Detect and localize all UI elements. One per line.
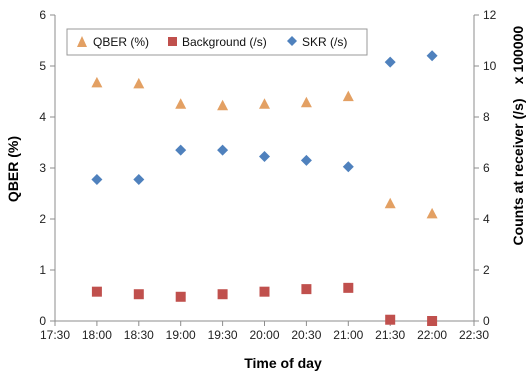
skr-point [342, 161, 354, 173]
legend-label-skr: SKR (/s) [302, 35, 347, 49]
qber-point [217, 99, 229, 111]
x-axis-title: Time of day [244, 355, 322, 371]
qber-point [133, 77, 145, 89]
x-tick-label: 20:00 [249, 328, 279, 342]
qber-point [384, 197, 396, 209]
x-tick-label: 17:30 [40, 328, 70, 342]
background-point [301, 284, 312, 295]
qber-point [300, 96, 312, 108]
background-point [259, 286, 270, 297]
qber-point [259, 98, 270, 109]
y-axis-right-title: Counts at receiver (/s) [510, 98, 526, 245]
qber-point [342, 90, 354, 102]
x-tick-label: 18:00 [82, 328, 112, 342]
y-axis-left-title: QBER (%) [5, 136, 21, 202]
y-left-tick-label: 2 [39, 212, 46, 226]
qber-point [426, 207, 438, 219]
background-point [385, 314, 396, 325]
y-right-tick-label: 12 [483, 8, 497, 22]
legend-label-background: Background (/s) [182, 35, 267, 49]
y-right-tick-label: 4 [483, 212, 490, 226]
legend-label-qber: QBER (%) [93, 35, 149, 49]
y-right-tick-label: 6 [483, 161, 490, 175]
skr-point [384, 56, 396, 68]
skr-point [426, 50, 438, 62]
skr-point [300, 154, 312, 166]
legend-marker-background-square [168, 37, 177, 46]
x-tick-label: 22:30 [459, 328, 489, 342]
y-left-tick-label: 1 [39, 263, 46, 277]
x-tick-label: 19:30 [208, 328, 238, 342]
y-left-tick-label: 6 [39, 8, 46, 22]
x-tick-label: 19:00 [166, 328, 196, 342]
y-right-tick-label: 8 [483, 110, 490, 124]
x-tick-label: 20:30 [291, 328, 321, 342]
skr-point [259, 151, 270, 163]
legend-box [66, 28, 368, 56]
skr-point [175, 144, 187, 156]
axes: 17:30 18:00 18:30 19:00 19:30 20:00 20:30 21:00… [39, 8, 496, 342]
legend-marker-skr-diamond [287, 36, 297, 46]
background-point [217, 289, 228, 300]
y-left-tick-label: 3 [39, 161, 46, 175]
qber-point [91, 76, 103, 88]
background-point [133, 289, 144, 300]
background-point [427, 316, 438, 326]
y-left-tick-label: 4 [39, 110, 46, 124]
x-tick-label: 18:30 [124, 328, 154, 342]
y-axis-right-multiplier: x 100000 [510, 26, 526, 85]
y-left-tick-label: 0 [39, 314, 46, 328]
x-tick-label: 22:00 [417, 328, 447, 342]
x-tick-label: 21:30 [375, 328, 405, 342]
legend-marker-qber-triangle [77, 36, 87, 47]
skr-point [217, 144, 229, 156]
y-right-tick-label: 0 [483, 314, 490, 328]
y-right-tick-label: 2 [483, 263, 490, 277]
data-marks [91, 50, 438, 326]
background-point [343, 282, 354, 293]
background-point [175, 291, 186, 302]
legend: QBER (%) Background (/s) SKR (/s) [66, 28, 368, 56]
y-left-tick-label: 5 [39, 59, 46, 73]
x-tick-label: 21:00 [333, 328, 363, 342]
skr-point [133, 173, 145, 185]
y-right-tick-label: 10 [483, 59, 497, 73]
background-point [91, 286, 102, 297]
qber-point [175, 98, 187, 109]
skr-point [91, 173, 103, 185]
